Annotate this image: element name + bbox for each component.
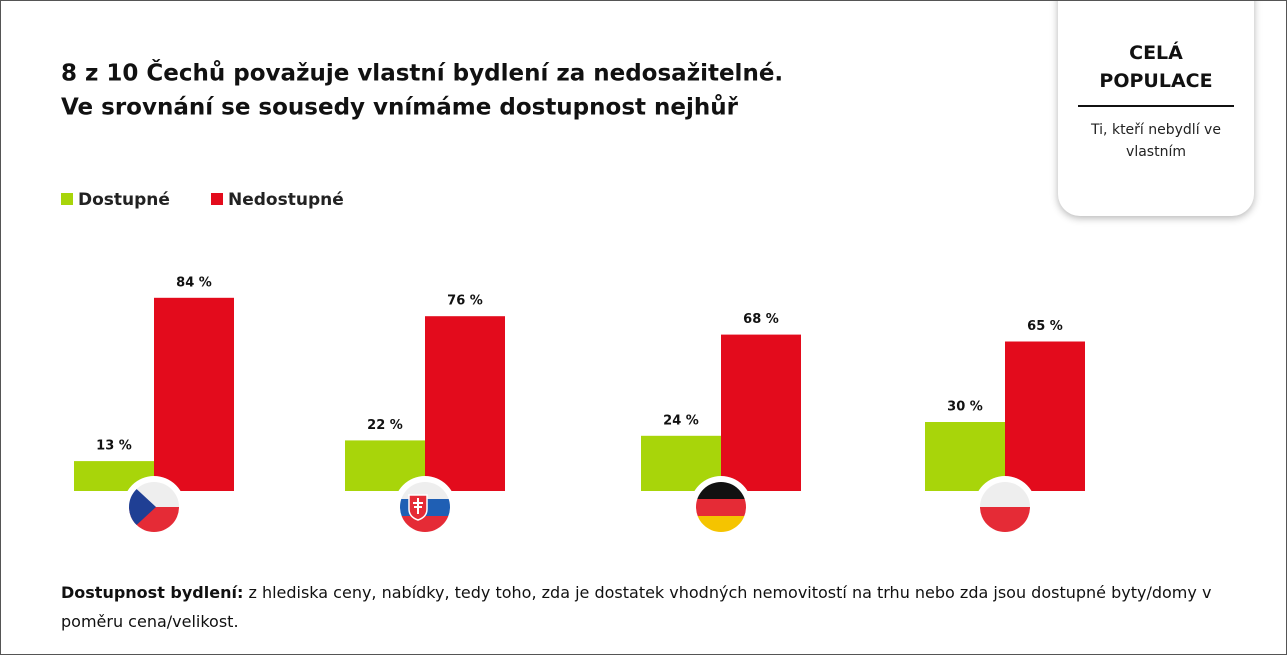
footnote-text: z hlediska ceny, nabídky, tedy toho, zda…: [61, 583, 1212, 631]
legend-label: Dostupné: [78, 190, 170, 210]
value-label: 30 %: [947, 400, 983, 415]
flags: [123, 476, 1036, 538]
flag-sk: [400, 482, 450, 532]
bar: [154, 297, 234, 491]
legend-swatch: [61, 193, 73, 205]
chart-title: 8 z 10 Čechů považuje vlastní bydlení za…: [61, 59, 783, 87]
value-label: 84 %: [176, 275, 212, 290]
flag-de: [696, 482, 746, 532]
bar: [425, 316, 505, 491]
legend-swatch: [211, 193, 223, 205]
value-label: 65 %: [1027, 319, 1063, 334]
panel-title: CELÁ POPULACE: [1078, 39, 1234, 107]
bar: [721, 334, 801, 491]
footnote: Dostupnost bydlení: z hlediska ceny, nab…: [61, 578, 1241, 636]
value-label: 24 %: [663, 413, 699, 428]
legend-label: Nedostupné: [228, 190, 344, 210]
value-label: 76 %: [447, 294, 483, 309]
flag-cz: [129, 482, 179, 532]
footnote-term: Dostupnost bydlení:: [61, 583, 244, 602]
panel-subtitle: Ti, kteří nebydlí ve vlastním: [1091, 122, 1221, 160]
bar: [1005, 341, 1085, 491]
side-panel: CELÁ POPULACE Ti, kteří nebydlí ve vlast…: [1058, 1, 1254, 216]
value-label: 68 %: [743, 312, 779, 327]
chart-subtitle: Ve srovnání se sousedy vnímáme dostupnos…: [61, 94, 739, 121]
flag-pl: [980, 482, 1030, 532]
value-label: 13 %: [96, 439, 132, 454]
value-label: 22 %: [367, 418, 403, 433]
